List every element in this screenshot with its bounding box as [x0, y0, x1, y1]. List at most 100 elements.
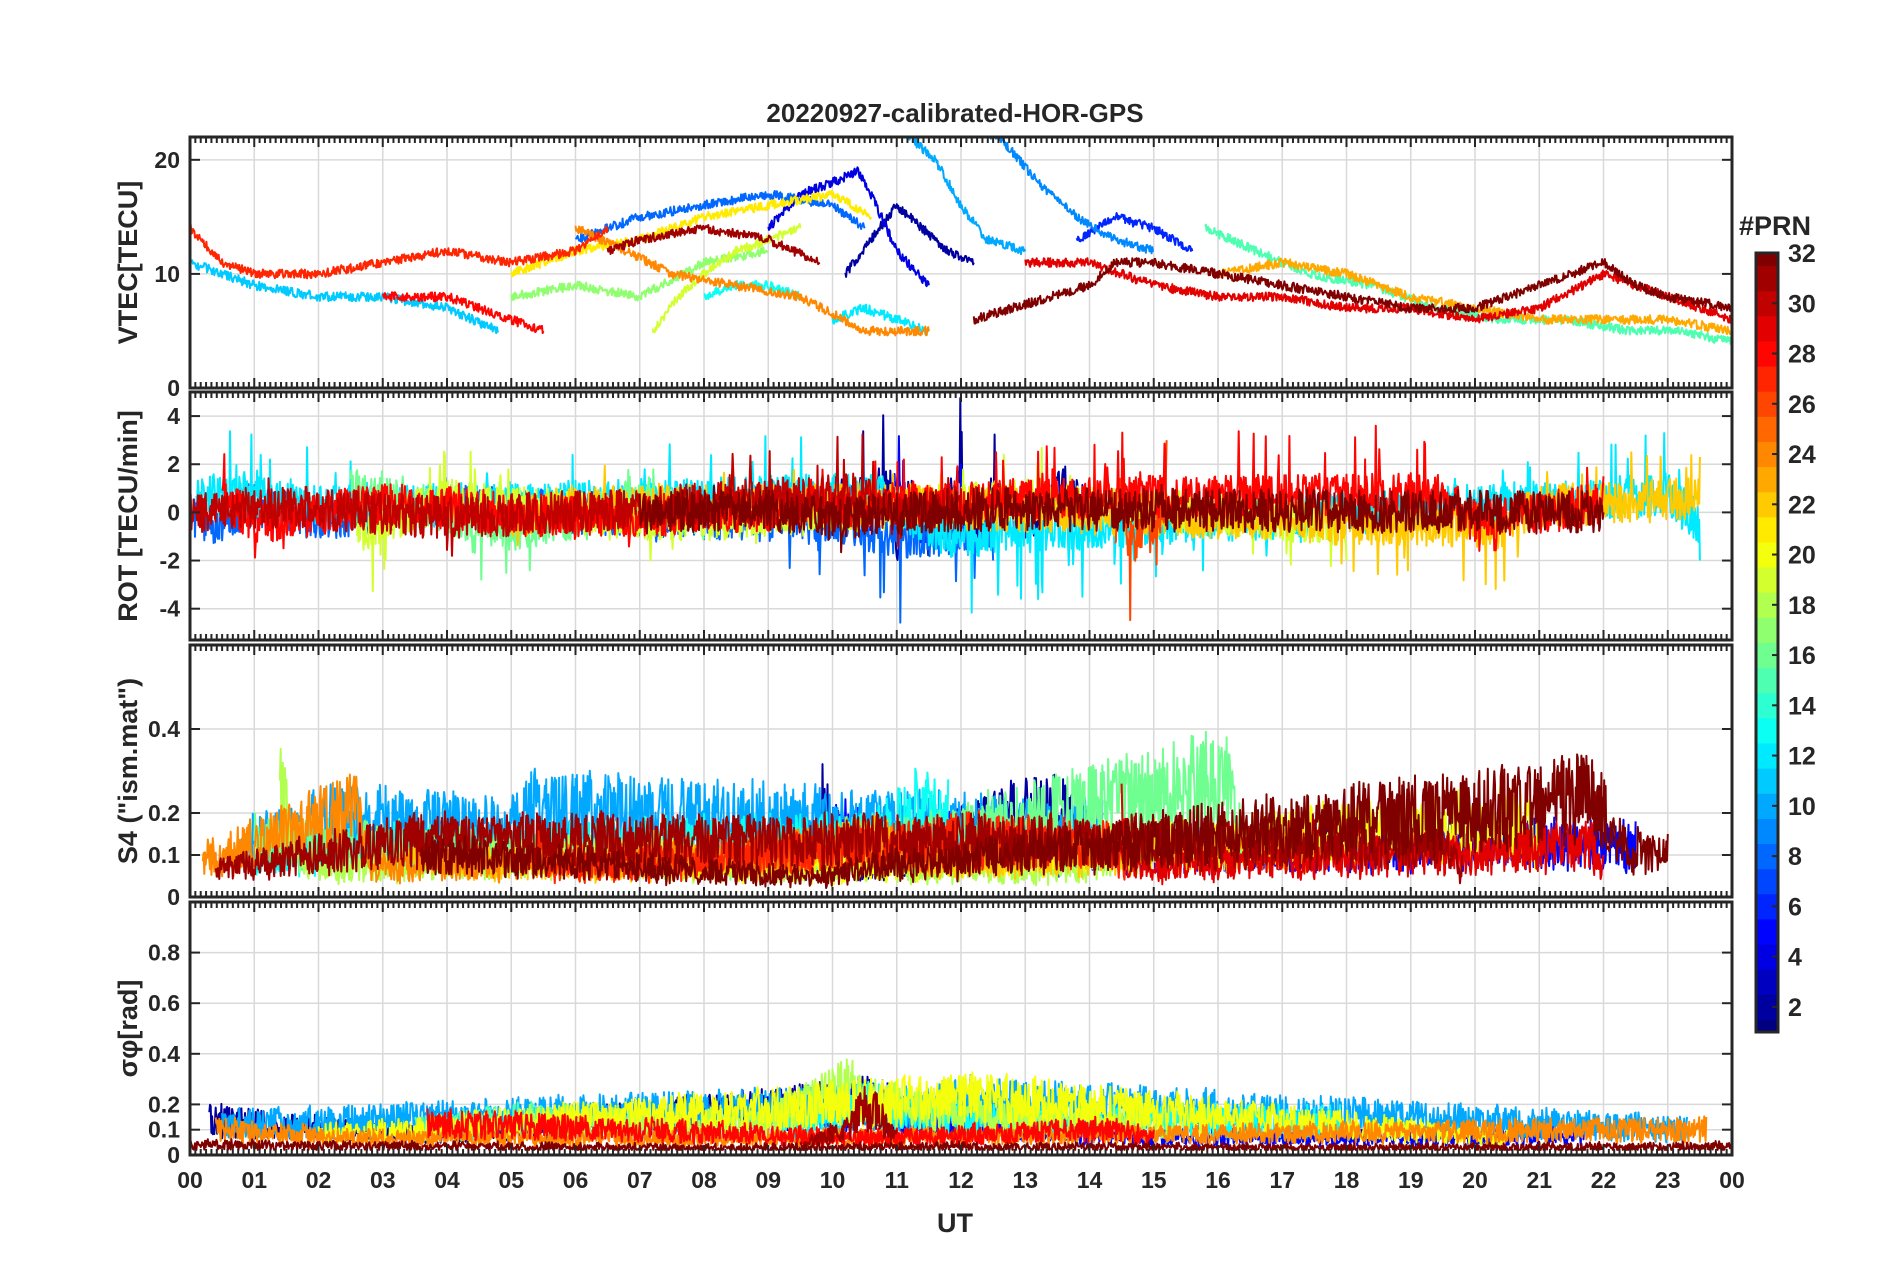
- colorbar-swatch: [1756, 717, 1778, 744]
- series-line-prn-19: [651, 223, 802, 334]
- colorbar-swatch: [1756, 818, 1778, 845]
- series-line-prn-29: [1024, 257, 1732, 324]
- colorbar-tick-label: 18: [1788, 592, 1816, 620]
- colorbar-tick-label: 16: [1788, 642, 1816, 670]
- panel-rot: -4 -2 0 2 4 ROT [TECU/min]: [113, 390, 1734, 642]
- x-tick-label: 18: [1334, 1167, 1360, 1193]
- colorbar-tick-label: 6: [1788, 893, 1802, 921]
- colorbar-tick-label: 12: [1788, 743, 1816, 771]
- x-tick-label: 13: [1012, 1167, 1038, 1193]
- colorbar-swatch: [1756, 441, 1778, 468]
- y-tick-label: 0: [167, 499, 180, 525]
- series-line-prn-32: [638, 483, 1605, 554]
- colorbar-swatch: [1756, 918, 1778, 945]
- colorbar-swatch: [1756, 667, 1778, 694]
- colorbar-swatch: [1756, 541, 1778, 568]
- x-tick-label: 17: [1269, 1167, 1295, 1193]
- x-tick-label: 21: [1526, 1167, 1552, 1193]
- colorbar-swatch: [1756, 516, 1778, 543]
- colorbar-swatch: [1756, 265, 1778, 292]
- y-tick-label: 0: [167, 375, 180, 401]
- x-tick-label: 14: [1077, 1167, 1103, 1193]
- colorbar-swatch: [1756, 592, 1778, 618]
- colorbar-swatch: [1756, 617, 1778, 643]
- series-line-prn-31: [799, 1085, 898, 1151]
- x-tick-label: 07: [627, 1167, 653, 1193]
- y-tick-label: 20: [154, 147, 180, 173]
- x-tick-label: 20: [1462, 1167, 1488, 1193]
- series-line-prn-8: [574, 190, 866, 243]
- x-tick-label: 03: [370, 1167, 396, 1193]
- x-tick-label: 22: [1591, 1167, 1617, 1193]
- colorbar-swatch: [1756, 969, 1778, 995]
- colorbar-swatch: [1756, 642, 1778, 669]
- series-line-prn-13: [703, 279, 802, 301]
- y-axis-label: ROT [TECU/min]: [113, 410, 143, 621]
- colorbar-tick-label: 28: [1788, 341, 1816, 369]
- series-line-prn-11: [190, 259, 500, 335]
- colorbar-swatch: [1756, 391, 1778, 417]
- series-line-prn-24: [214, 1115, 1708, 1149]
- colorbar-tick-label: 14: [1788, 692, 1816, 720]
- colorbar-swatch: [1756, 793, 1778, 819]
- y-tick-label: -2: [160, 548, 180, 574]
- x-tick-label: 10: [820, 1167, 846, 1193]
- y-axis-label: VTEC[TECU]: [113, 181, 143, 345]
- colorbar-swatch: [1756, 340, 1778, 367]
- x-tick-label: 08: [691, 1167, 717, 1193]
- x-tick-label: 16: [1205, 1167, 1231, 1193]
- ticks-sigma_phi: [189, 902, 1733, 1156]
- colorbar-swatch: [1756, 366, 1778, 392]
- y-tick-label: 4: [167, 403, 180, 429]
- x-tick-label: 19: [1398, 1167, 1424, 1193]
- colorbar-swatch: [1756, 868, 1778, 895]
- y-axis-label: S4 ("ism.mat"): [113, 678, 143, 864]
- ticks-s4: [189, 645, 1733, 898]
- y-tick-label: 2: [167, 451, 180, 477]
- colorbar-tick-label: 30: [1788, 290, 1816, 318]
- y-tick-label: 10: [154, 261, 180, 287]
- y-tick-label: 0: [167, 884, 180, 910]
- colorbar-swatch: [1756, 768, 1778, 794]
- panel-s4: 0 0.1 0.2 0.4S4 ("ism.mat"): [113, 643, 1734, 910]
- y-tick-label: 0.6: [148, 990, 180, 1016]
- colorbar-frame: [1754, 251, 1780, 1034]
- y-tick-label: 0: [167, 1142, 180, 1168]
- ticks-rot: [189, 392, 1733, 640]
- panel-vtec: 0 10 20 VTEC[TECU]: [113, 135, 1734, 401]
- x-axis: 00 01 02 03 04 05 06 07 08 09 10 11 12 13 14 15 16 17 18 19…: [177, 1167, 1745, 1193]
- y-tick-label: -4: [160, 596, 181, 622]
- colorbar-tick-label: 20: [1788, 542, 1816, 570]
- series-line-prn-17: [510, 246, 770, 302]
- y-tick-label: 0.1: [148, 1117, 180, 1143]
- colorbar-swatch: [1756, 253, 1778, 267]
- x-tick-label: 09: [755, 1167, 781, 1193]
- series-line-prn-12: [831, 303, 930, 336]
- y-tick-label: 0.8: [148, 940, 180, 966]
- series-line-prn-23: [1217, 257, 1732, 336]
- panel-sigma_phi: 00.10.2 0.4 0.6 0.8σφ[rad]: [113, 900, 1734, 1168]
- series-line-prn-32: [972, 257, 1732, 325]
- series-group-rot: [190, 397, 1701, 624]
- y-tick-label: 0.4: [148, 716, 180, 742]
- x-tick-label: 15: [1141, 1167, 1167, 1193]
- colorbar-tick-label: 2: [1788, 994, 1802, 1022]
- colorbar-tick-label: 8: [1788, 843, 1802, 871]
- x-tick-label: 02: [306, 1167, 332, 1193]
- colorbar-swatch: [1756, 491, 1778, 518]
- x-tick-label: 00: [1719, 1167, 1745, 1193]
- colorbar-swatch: [1756, 1019, 1778, 1033]
- colorbar-tick-label: 4: [1788, 944, 1802, 972]
- x-tick-label: 05: [498, 1167, 524, 1193]
- series-line-prn-28: [221, 424, 1605, 559]
- x-tick-label: 12: [948, 1167, 974, 1193]
- series-line-prn-31: [606, 224, 821, 266]
- colorbar-swatch: [1756, 692, 1778, 719]
- y-tick-label: 0.2: [148, 1091, 180, 1117]
- y-tick-label: 0.4: [148, 1041, 180, 1067]
- series-line-prn-28: [381, 291, 545, 335]
- colorbar-tick-label: 10: [1788, 793, 1816, 821]
- ticks-vtec: [189, 137, 1733, 389]
